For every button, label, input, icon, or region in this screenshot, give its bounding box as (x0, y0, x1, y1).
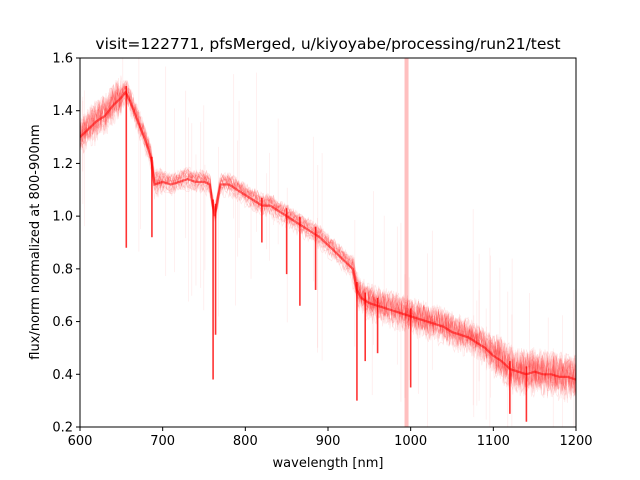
spectrum-trace (80, 88, 576, 390)
spectrum-trace (80, 90, 576, 397)
y-tick-label: 1.6 (52, 52, 73, 67)
y-tick-label: 0.8 (52, 262, 73, 277)
x-tick-label: 1100 (477, 434, 510, 449)
data-layer (80, 58, 576, 427)
x-tick-label: 1000 (394, 434, 427, 449)
x-tick-label: 600 (68, 434, 93, 449)
y-tick-label: 0.4 (52, 368, 73, 383)
spectrum-trace (80, 82, 576, 389)
y-tick-label: 1.4 (52, 104, 73, 119)
x-axis-label: wavelength [nm] (273, 456, 384, 471)
x-tick-label: 700 (150, 434, 175, 449)
y-axis-label: flux/norm normalized at 800-900nm (28, 124, 43, 359)
spectrum-trace (80, 82, 576, 391)
spectrum-trace (80, 86, 576, 395)
spectrum-trace (80, 92, 576, 399)
vertical-band (404, 58, 409, 427)
spectrum-trace (80, 91, 576, 404)
chart-title: visit=122771, pfsMerged, u/kiyoyabe/proc… (95, 35, 560, 53)
x-tick-label: 800 (233, 434, 258, 449)
x-tick-label: 900 (316, 434, 341, 449)
spectrum-trace (80, 92, 576, 403)
spectrum-trace (80, 81, 576, 389)
spectrum-trace (80, 87, 576, 396)
spectrum-trace (80, 77, 576, 387)
spectrum-trace (80, 89, 576, 397)
spectrum-trace (80, 80, 576, 385)
x-axis: 600 700 800 900 1000 1100 1200 (68, 427, 593, 449)
y-axis: 0.2 0.4 0.6 0.8 1.0 1.2 1.4 1.6 (52, 52, 80, 436)
spectrum-trace (80, 75, 576, 390)
y-tick-label: 0.6 (52, 315, 73, 330)
spectrum-trace (80, 80, 576, 388)
y-tick-label: 0.2 (52, 421, 73, 436)
x-tick-label: 1200 (559, 434, 592, 449)
y-tick-label: 1.0 (52, 210, 73, 225)
spectrum-trace (80, 86, 576, 395)
spectrum-trace (80, 80, 576, 387)
y-tick-label: 1.2 (52, 157, 73, 172)
spectrum-trace (80, 80, 576, 393)
